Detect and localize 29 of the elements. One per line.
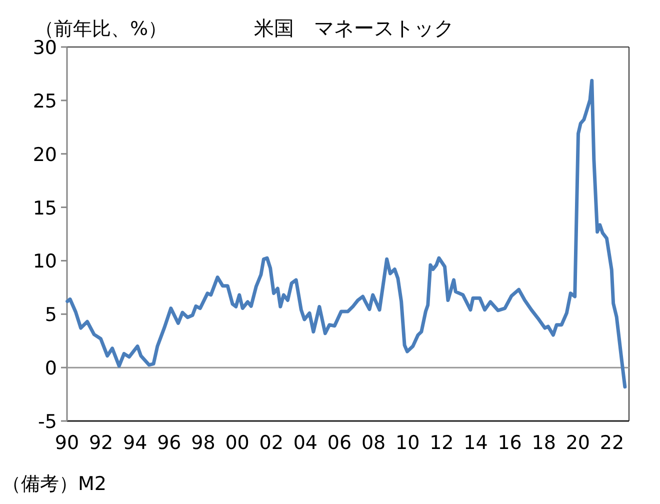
text: （備考）M2 bbox=[2, 473, 106, 495]
x-tick-label: 90 bbox=[54, 432, 80, 454]
x-tick-label: 02 bbox=[259, 432, 284, 454]
x-tick-label: 10 bbox=[396, 432, 420, 454]
x-tick-label: 12 bbox=[430, 432, 454, 454]
x-tick-label: 98 bbox=[191, 432, 216, 454]
y-tick-label: 25 bbox=[32, 90, 57, 112]
y-tick-label: -5 bbox=[38, 411, 57, 433]
x-tick-label: 96 bbox=[157, 432, 182, 454]
y-tick-label: 5 bbox=[44, 304, 57, 326]
y-tick-label: 10 bbox=[32, 250, 57, 273]
x-tick-label: 92 bbox=[88, 432, 114, 454]
x-tick-label: 20 bbox=[566, 432, 590, 454]
y-tick-label: 30 bbox=[32, 37, 57, 59]
chart-title: 米国 マネーストック bbox=[254, 16, 454, 40]
x-tick-label: 08 bbox=[361, 432, 386, 454]
y-axis-title: （前年比、%） bbox=[35, 18, 168, 40]
y-tick-label: 15 bbox=[32, 197, 57, 220]
x-tick-label: 22 bbox=[600, 432, 624, 454]
line-series bbox=[66, 78, 627, 389]
y-tick-label: 0 bbox=[44, 358, 57, 380]
x-tick-label: 06 bbox=[327, 432, 352, 454]
x-tick-label: 18 bbox=[532, 432, 556, 454]
y-tick-label: 20 bbox=[32, 144, 57, 166]
x-tick-label: 94 bbox=[123, 432, 148, 454]
x-tick-label: 16 bbox=[498, 432, 522, 454]
x-tick-label: 04 bbox=[293, 432, 318, 454]
x-tick-label: 14 bbox=[464, 432, 488, 454]
x-tick-label: 00 bbox=[225, 432, 250, 454]
